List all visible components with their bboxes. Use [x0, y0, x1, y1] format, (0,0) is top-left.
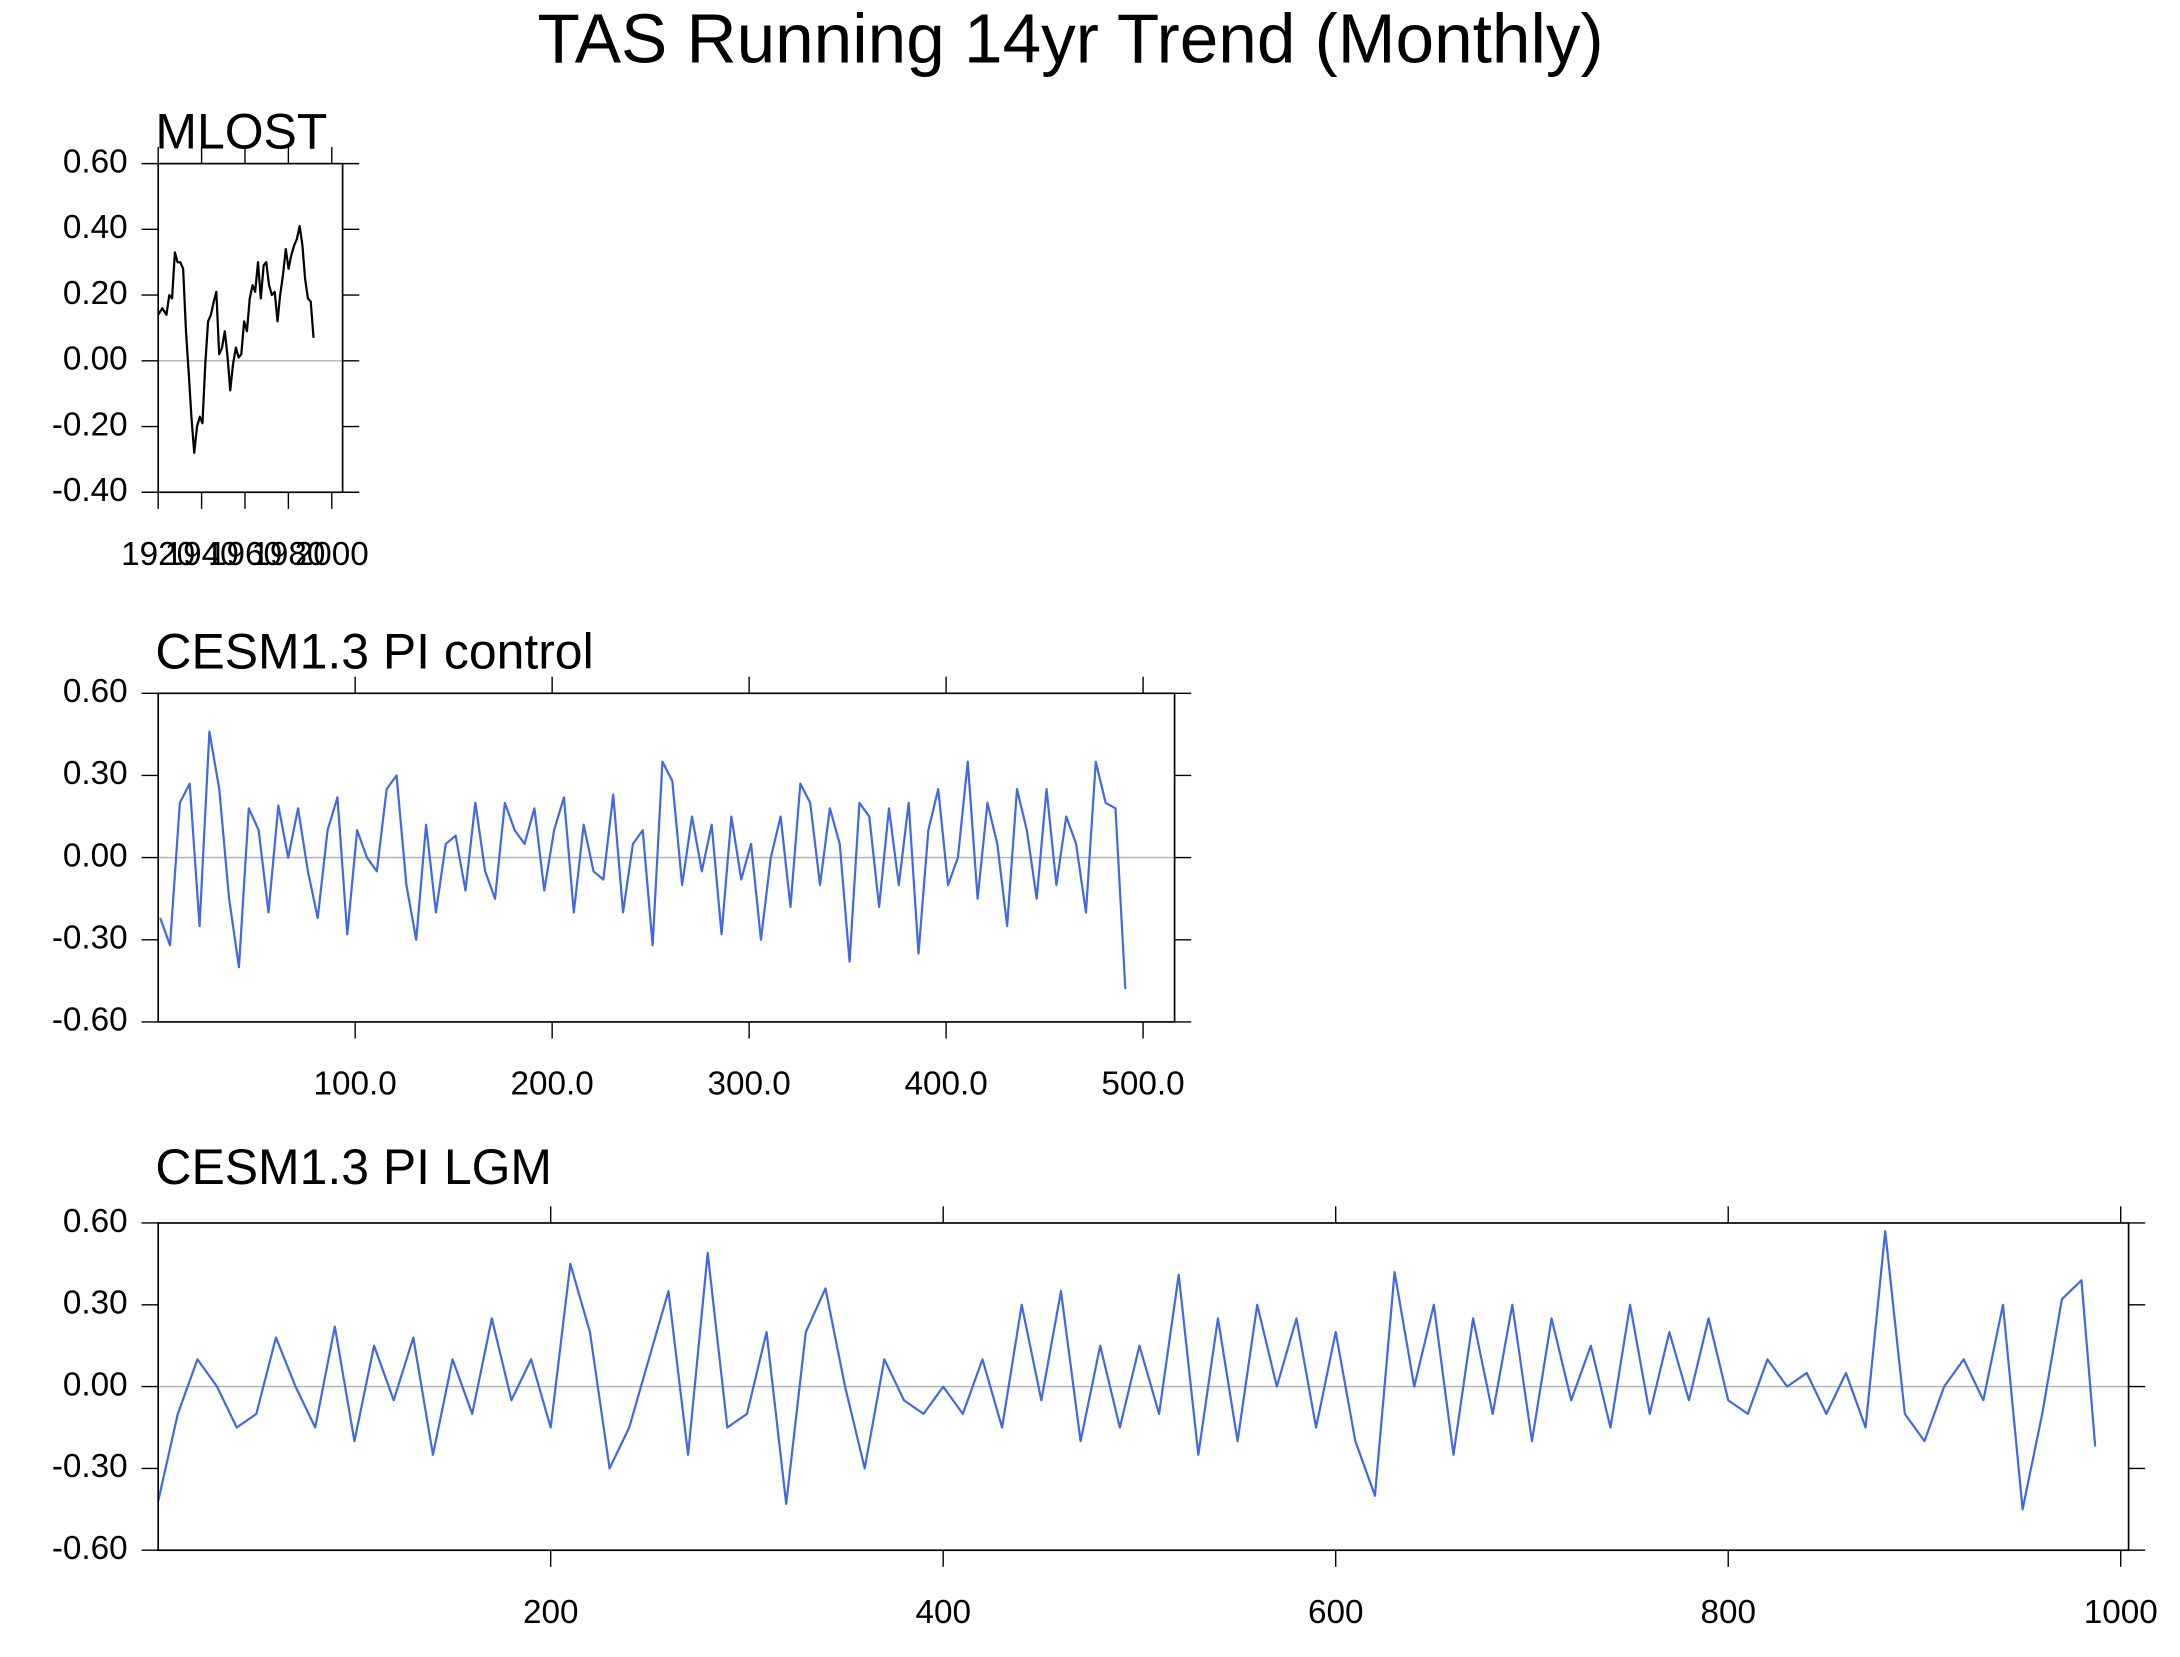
- figure-title: TAS Running 14yr Trend (Monthly): [538, 0, 1604, 77]
- y-tick-label: 0.60: [63, 673, 128, 710]
- x-tick-label: 2000: [295, 536, 369, 573]
- x-tick-label: 100.0: [314, 1065, 397, 1102]
- x-tick-label: 1960: [208, 536, 282, 573]
- y-tick-label: 0.60: [63, 1203, 128, 1240]
- y-tick-label: 0.40: [63, 209, 128, 246]
- x-tick-label: 800: [1700, 1594, 1756, 1631]
- x-tick-label: 500.0: [1101, 1065, 1184, 1102]
- panel-title: CESM1.3 PI LGM: [155, 1139, 552, 1195]
- plot-frame: [157, 162, 344, 494]
- y-tick-label: 0.00: [63, 341, 128, 378]
- x-tick-label: 300.0: [707, 1065, 790, 1102]
- y-tick-label: -0.30: [52, 920, 128, 957]
- y-tick-label: 0.30: [63, 1285, 128, 1322]
- plot-frame: [157, 1222, 2130, 1552]
- y-tick-label: 0.20: [63, 275, 128, 312]
- y-tick-label: -0.60: [52, 1002, 128, 1039]
- y-tick-label: 0.30: [63, 755, 128, 792]
- x-tick-label: 1940: [165, 536, 239, 573]
- panel-title: MLOST: [155, 103, 327, 159]
- x-tick-label: 1000: [2084, 1594, 2158, 1631]
- x-tick-label: 1980: [251, 536, 325, 573]
- y-tick-label: -0.20: [52, 406, 128, 443]
- x-tick-label: 400: [915, 1594, 971, 1631]
- x-tick-label: 200: [523, 1594, 579, 1631]
- y-tick-label: -0.40: [52, 472, 128, 509]
- x-tick-label: 600: [1308, 1594, 1364, 1631]
- y-tick-label: 0.00: [63, 837, 128, 874]
- y-tick-label: -0.60: [52, 1530, 128, 1567]
- x-tick-label: 200.0: [511, 1065, 594, 1102]
- y-tick-label: -0.30: [52, 1448, 128, 1485]
- plot-frame: [157, 692, 1176, 1023]
- y-tick-label: 0.60: [63, 143, 128, 180]
- data-line: [159, 730, 1127, 990]
- x-tick-label: 1920: [121, 536, 195, 573]
- panel-title: CESM1.3 PI control: [155, 623, 593, 679]
- data-line: [157, 224, 315, 454]
- data-line: [157, 1230, 2097, 1511]
- y-tick-label: 0.00: [63, 1366, 128, 1403]
- x-tick-label: 400.0: [904, 1065, 987, 1102]
